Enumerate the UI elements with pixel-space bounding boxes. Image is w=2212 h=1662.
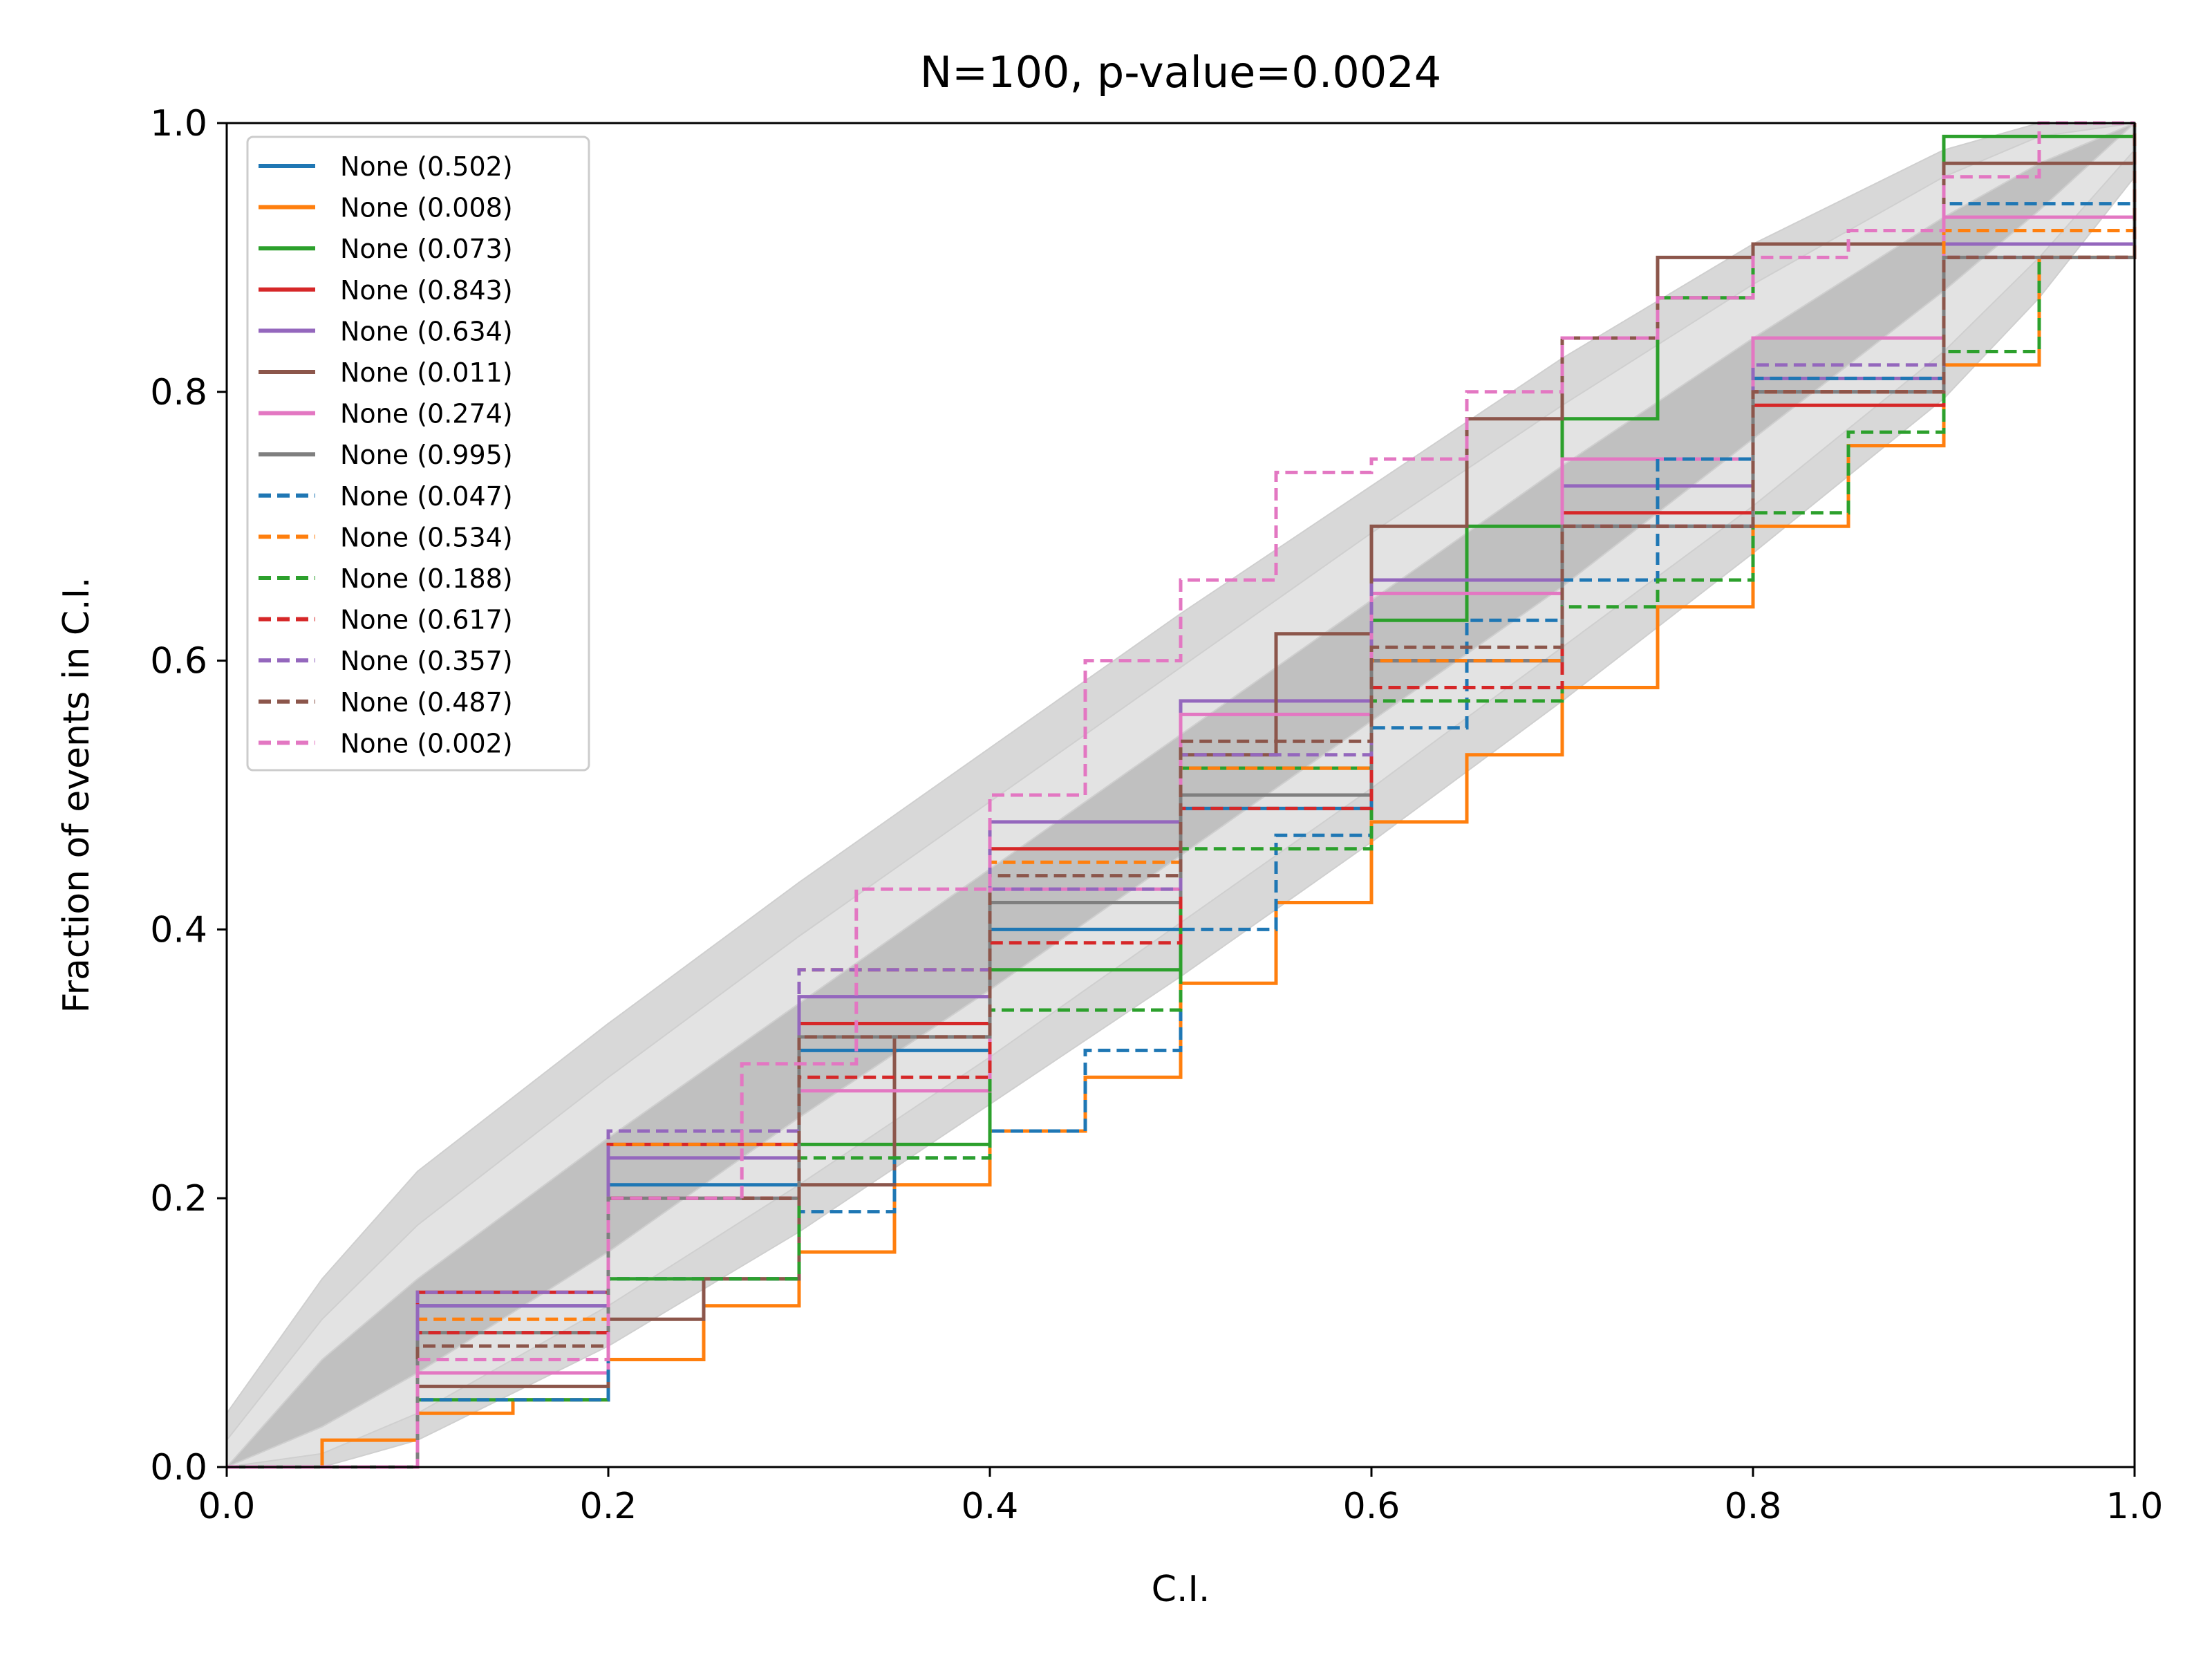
legend-label: None (0.188) [340,563,513,594]
y-axis-label: Fraction of events in C.I. [56,577,97,1013]
x-tick-label: 0.2 [580,1486,637,1527]
plot-frame [225,122,2136,1468]
legend-label: None (0.011) [340,357,513,388]
y-tick-label: 0.2 [150,1178,207,1220]
x-tick-label: 0.4 [962,1486,1019,1527]
legend-label: None (0.634) [340,316,513,346]
x-axis-label: C.I. [1152,1569,1210,1610]
y-tick-label: 0.4 [150,909,207,951]
chart-title: N=100, p-value=0.0024 [920,47,1441,97]
legend-label: None (0.047) [340,481,513,512]
legend-label: None (0.617) [340,605,513,635]
legend-label: None (0.008) [340,193,513,223]
series-line-15 [227,121,2135,1469]
y-tick-label: 0.8 [150,372,207,413]
legend-label: None (0.073) [340,234,513,264]
x-tick-label: 0.8 [1725,1486,1782,1527]
legend: None (0.502) None (0.008) None (0.073) None… [246,136,590,772]
x-tick-label: 1.0 [2106,1486,2164,1527]
y-tick-label: 0.6 [150,641,207,682]
legend-label: None (0.002) [340,728,513,758]
x-tick-label: 0.0 [198,1486,256,1527]
series-lines [227,121,2137,1469]
y-tick-label: 1.0 [150,103,207,144]
legend-label: None (0.502) [340,151,513,182]
y-axis-ticks: 0.0 0.2 0.4 0.6 0.8 1.0 [150,103,227,1488]
legend-label: None (0.843) [340,275,513,306]
legend-box [246,136,590,772]
legend-label: None (0.534) [340,522,513,552]
x-axis-ticks: 0.0 0.2 0.4 0.6 0.8 1.0 [198,1467,2164,1527]
legend-label: None (0.487) [340,687,513,718]
y-tick-label: 0.0 [150,1447,207,1488]
legend-label: None (0.357) [340,646,513,676]
series-line-9 [227,123,2137,1469]
legend-label: None (0.274) [340,399,513,429]
legend-label: None (0.995) [340,440,513,470]
x-tick-label: 0.6 [1343,1486,1400,1527]
